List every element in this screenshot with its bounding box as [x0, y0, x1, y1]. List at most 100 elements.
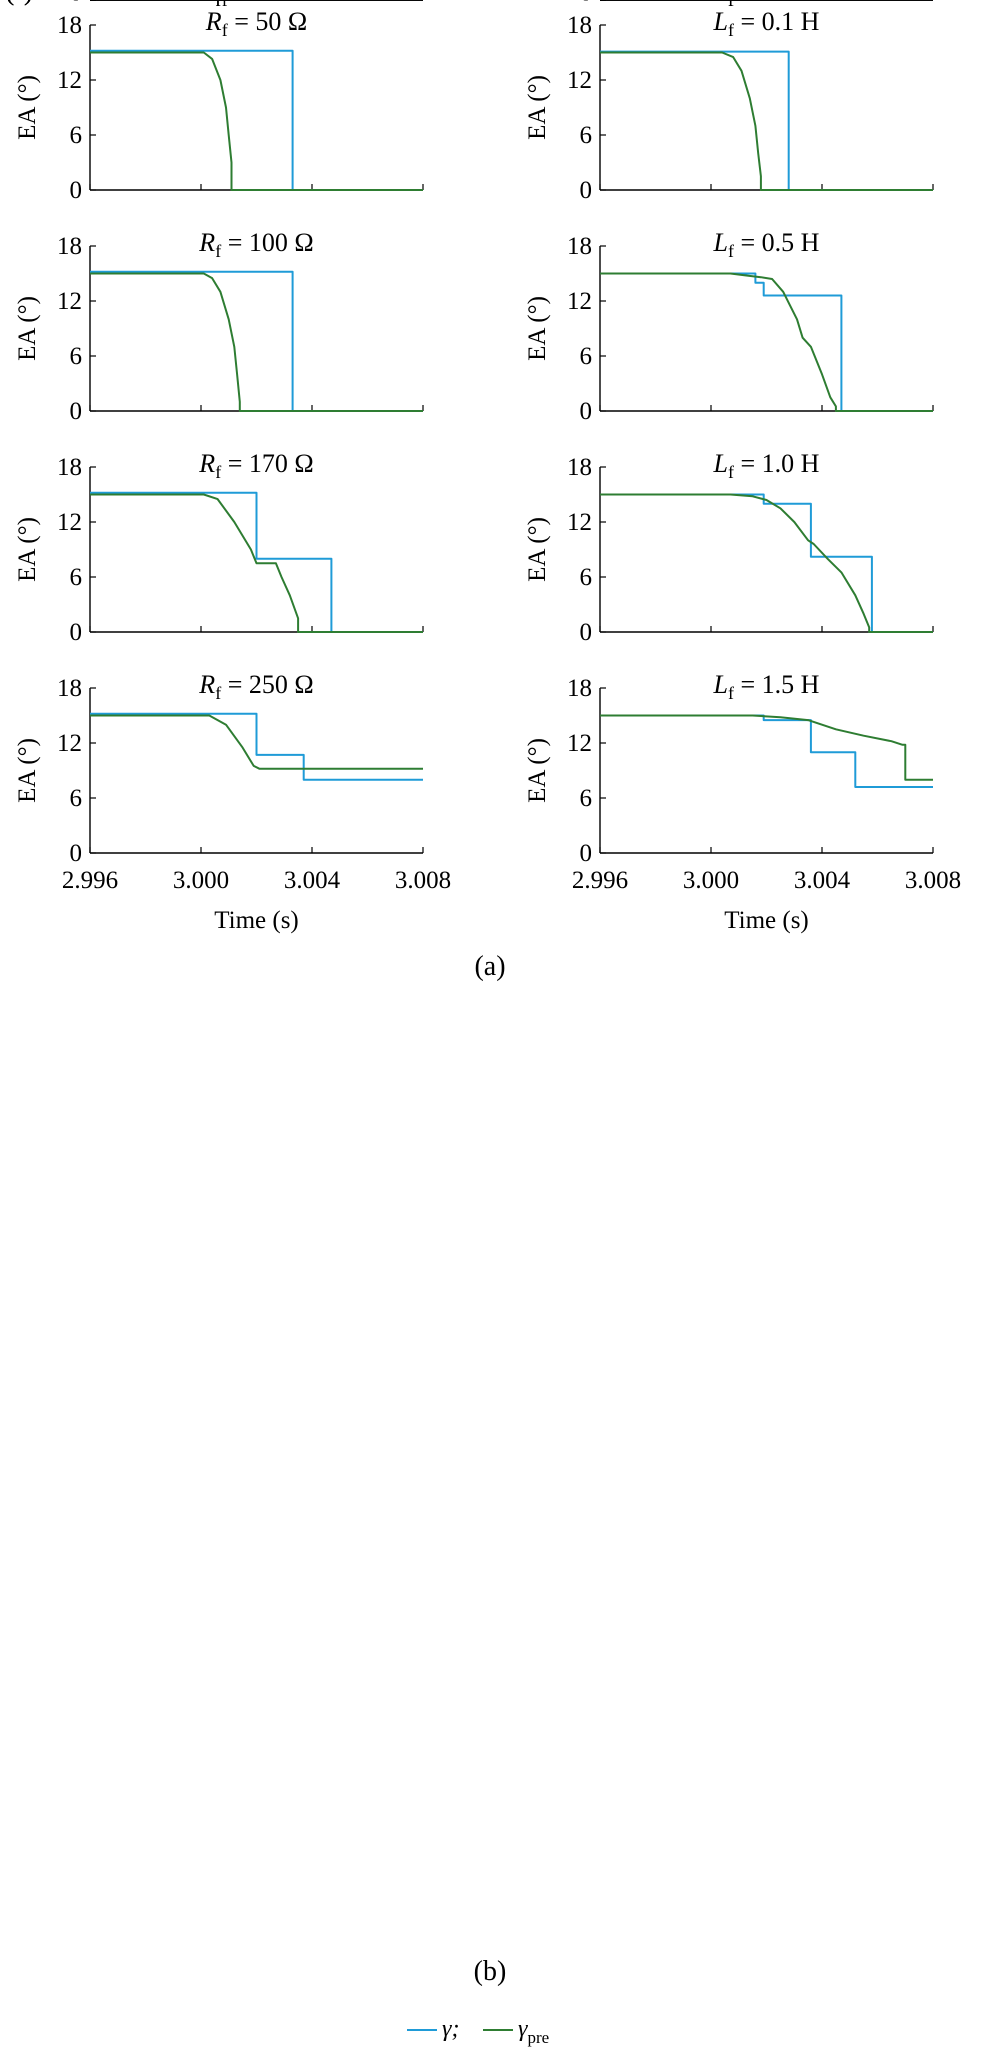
y-tick-label: 6 — [70, 343, 83, 370]
y-tick-label: 0 — [70, 177, 83, 204]
y-tick-label: 12 — [57, 0, 82, 6]
y-axis-label: EA (°) — [524, 75, 551, 140]
series-gamma-line — [600, 714, 933, 788]
y-tick-label: 0 — [70, 0, 83, 6]
y-tick-label: 6 — [580, 0, 593, 6]
legend-label-gamma: γ; — [442, 2016, 459, 2042]
subplot-title: Lf = 1.5 H — [713, 670, 820, 703]
y-axis-label: EA (°) — [0, 0, 32, 6]
subplot-title: Rf = 250 Ω — [198, 670, 313, 703]
y-tick-label: 6 — [580, 0, 593, 6]
y-tick-label: 18 — [567, 233, 592, 260]
y-axis-label: EA (°) — [524, 296, 551, 361]
series-gamma-line — [90, 49, 423, 191]
y-tick-label: 6 — [580, 564, 593, 591]
y-tick-label: 6 — [70, 0, 83, 6]
series-gamma-pre-line — [600, 493, 933, 633]
y-axis-label: EA (°) — [0, 0, 32, 6]
y-tick-label: 12 — [57, 509, 82, 536]
subplot-title: Lf = 1.0 H — [713, 449, 820, 482]
y-tick-label: 12 — [567, 0, 592, 6]
x-tick-label: 3.008 — [905, 867, 961, 894]
y-tick-label: 18 — [57, 675, 82, 702]
x-axis-label: Time (s) — [214, 907, 299, 934]
y-axis-label: EA (°) — [0, 0, 32, 6]
subplot-title: Lf = 0.5 H — [713, 0, 820, 10]
y-tick-label: 6 — [70, 122, 83, 149]
subplot-a-1: 0 6 12 18 EA (°) Rf = 50 Ω — [14, 7, 424, 204]
y-tick-label: 6 — [70, 785, 83, 812]
series-gamma-pre-line — [90, 493, 423, 633]
y-tick-label: 18 — [57, 0, 82, 6]
y-tick-label: 0 — [70, 0, 83, 6]
y-tick-label: 0 — [580, 0, 593, 6]
subplot-title: Rf = 50 Ω — [205, 0, 307, 10]
legend: γ; γpre — [407, 2016, 549, 2047]
y-tick-label: 6 — [580, 0, 593, 6]
y-tick-label: 0 — [70, 0, 83, 6]
y-tick-label: 12 — [567, 509, 592, 536]
y-tick-label: 12 — [57, 67, 82, 94]
subplot-a-7: 0 6 12 18 2.996 3.000 3.004 3.008 EA (°) Time (s)… — [14, 670, 451, 934]
subplot-a-4: 0 6 12 18 EA (°) Lf = 0.5 H — [524, 228, 934, 425]
y-tick-label: 12 — [57, 0, 82, 6]
series-gamma-line — [90, 270, 423, 412]
series-gamma-pre-line — [90, 272, 423, 412]
y-tick-label: 0 — [580, 0, 593, 6]
y-tick-label: 18 — [57, 454, 82, 481]
panel-b-label: (b) — [474, 1956, 507, 1987]
y-axis-label: EA (°) — [14, 517, 41, 582]
y-axis-label: EA (°) — [524, 517, 551, 582]
y-tick-label: 12 — [567, 730, 592, 757]
subplot-title: Lf = 1.5 H — [713, 0, 820, 10]
y-tick-label: 18 — [567, 454, 592, 481]
subplot-title: Lf = 0.5 H — [713, 228, 820, 261]
subplot-title: Rf = 100 Ω — [198, 228, 313, 261]
y-axis-label: EA (°) — [0, 0, 32, 6]
x-tick-label: 3.008 — [395, 867, 451, 894]
y-tick-label: 0 — [580, 0, 593, 6]
y-tick-label: 0 — [580, 619, 593, 646]
series-gamma-pre-line — [600, 272, 933, 412]
y-tick-label: 0 — [580, 840, 593, 867]
legend-label-gamma-pre: γpre — [518, 2016, 549, 2047]
subplot-title: Lf = 0.1 H — [713, 0, 820, 10]
series-gamma-pre-line — [90, 714, 423, 770]
y-tick-label: 0 — [580, 398, 593, 425]
y-tick-label: 12 — [567, 0, 592, 6]
y-tick-label: 12 — [567, 67, 592, 94]
y-tick-label: 6 — [70, 0, 83, 6]
series-gamma-line — [600, 493, 933, 633]
y-axis-label: EA (°) — [0, 0, 32, 6]
y-tick-label: 18 — [567, 0, 592, 6]
y-axis-label: EA (°) — [14, 75, 41, 140]
y-axis-label: EA (°) — [0, 0, 32, 6]
subplot-a-2: 0 6 12 18 EA (°) Lf = 0.1 H — [524, 7, 934, 204]
x-tick-label: 2.996 — [62, 867, 118, 894]
y-tick-label: 6 — [70, 0, 83, 6]
y-axis-label: EA (°) — [0, 0, 32, 6]
y-tick-label: 18 — [567, 12, 592, 39]
y-tick-label: 12 — [567, 0, 592, 6]
x-tick-label: 2.996 — [572, 867, 628, 894]
subplot-a-3: 0 6 12 18 EA (°) Rf = 100 Ω — [14, 228, 424, 425]
y-axis-label: EA (°) — [14, 296, 41, 361]
subplot-title: Rf = 170 Ω — [198, 449, 313, 482]
subplot-a-8: 0 6 12 18 2.996 3.000 3.004 3.008 EA (°) Time (s)… — [524, 670, 961, 934]
y-tick-label: 18 — [57, 0, 82, 6]
x-tick-label: 3.004 — [284, 867, 341, 894]
y-tick-label: 18 — [57, 233, 82, 260]
y-tick-label: 12 — [567, 288, 592, 315]
subplot-a-5: 0 6 12 18 EA (°) Rf = 170 Ω — [14, 449, 424, 646]
series-gamma-line — [600, 50, 933, 191]
y-axis-label: EA (°) — [14, 738, 41, 803]
series-gamma-pre-line — [600, 714, 933, 781]
y-tick-label: 18 — [567, 0, 592, 6]
